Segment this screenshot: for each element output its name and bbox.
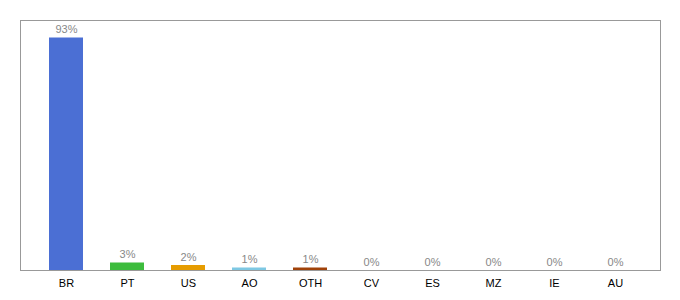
svg-text:CV: CV bbox=[364, 277, 380, 289]
svg-text:OTH: OTH bbox=[299, 277, 322, 289]
svg-text:AO: AO bbox=[242, 277, 258, 289]
svg-text:93%: 93% bbox=[55, 23, 77, 35]
svg-text:US: US bbox=[181, 277, 196, 289]
svg-text:3%: 3% bbox=[120, 248, 136, 260]
svg-text:0%: 0% bbox=[364, 256, 380, 268]
svg-text:ES: ES bbox=[425, 277, 440, 289]
svg-text:PT: PT bbox=[120, 277, 134, 289]
svg-text:0%: 0% bbox=[425, 256, 441, 268]
svg-text:1%: 1% bbox=[303, 253, 319, 265]
svg-text:BR: BR bbox=[59, 277, 74, 289]
svg-text:AU: AU bbox=[608, 277, 623, 289]
svg-text:0%: 0% bbox=[486, 256, 502, 268]
svg-text:2%: 2% bbox=[181, 251, 197, 263]
svg-text:1%: 1% bbox=[242, 253, 258, 265]
svg-text:0%: 0% bbox=[547, 256, 563, 268]
svg-text:0%: 0% bbox=[608, 256, 624, 268]
svg-text:MZ: MZ bbox=[486, 277, 502, 289]
svg-text:IE: IE bbox=[549, 277, 559, 289]
